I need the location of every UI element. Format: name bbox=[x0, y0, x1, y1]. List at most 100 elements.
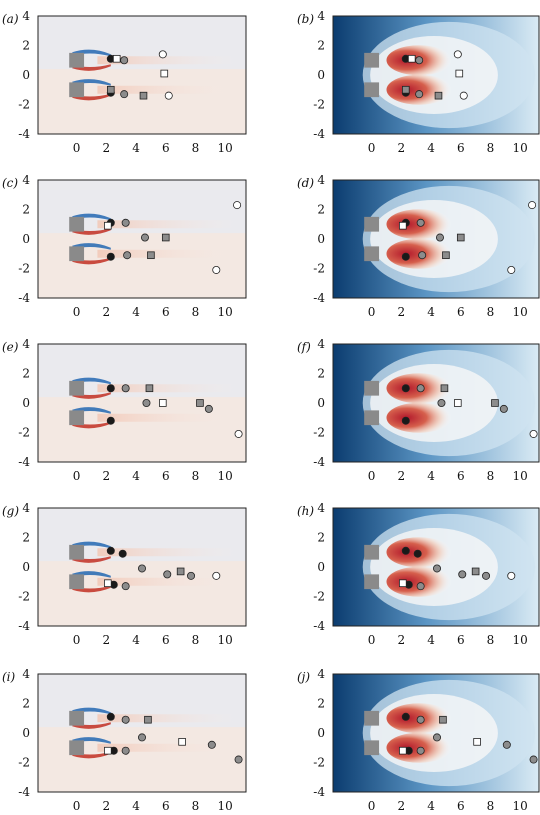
marker-circle bbox=[212, 265, 221, 274]
body-square bbox=[69, 574, 85, 590]
marker-square bbox=[104, 746, 112, 755]
marker-circle bbox=[435, 233, 444, 242]
y-tick-label: 0 bbox=[22, 726, 30, 740]
x-tick-label: 0 bbox=[368, 305, 376, 319]
x-tick-label: 0 bbox=[368, 633, 376, 647]
x-tick-label: 4 bbox=[427, 469, 435, 483]
panel-f: -4 -2 0 2 4 0 2 4 6 8 10 (f) bbox=[297, 337, 540, 483]
panel-label: (g) bbox=[2, 504, 19, 518]
x-tick-label: 10 bbox=[513, 633, 528, 647]
x-tick-label: 0 bbox=[73, 469, 81, 483]
body-square bbox=[364, 544, 380, 560]
x-tick-label: 4 bbox=[132, 469, 140, 483]
marker-circle bbox=[142, 398, 151, 407]
y-tick-label: -4 bbox=[18, 291, 30, 305]
y-tick-label: 4 bbox=[317, 501, 325, 515]
y-tick-label: -2 bbox=[313, 426, 325, 440]
y-tick-label: 4 bbox=[22, 337, 30, 351]
marker-square bbox=[491, 399, 499, 407]
field-background bbox=[38, 16, 246, 134]
panel-c: -4 -2 0 2 4 0 2 4 6 8 10 (c) bbox=[2, 173, 247, 319]
marker-square bbox=[439, 715, 447, 724]
marker-circle bbox=[499, 404, 508, 413]
marker-square bbox=[399, 579, 407, 588]
marker-circle bbox=[432, 564, 441, 573]
x-tick-label: 0 bbox=[73, 799, 81, 813]
body-square bbox=[364, 380, 380, 396]
x-tick-label: 6 bbox=[457, 633, 465, 647]
body-square bbox=[69, 410, 85, 426]
y-tick-label: -4 bbox=[18, 455, 30, 469]
panel-label: (f) bbox=[297, 340, 311, 354]
y-tick-label: 4 bbox=[317, 337, 325, 351]
y-tick-label: 4 bbox=[22, 173, 30, 187]
marker-square bbox=[399, 746, 407, 755]
marker-circle bbox=[121, 218, 130, 227]
marker-circle bbox=[140, 233, 149, 242]
body-square bbox=[364, 82, 380, 98]
marker-circle bbox=[123, 251, 132, 260]
field-background bbox=[38, 344, 246, 462]
y-tick-label: 0 bbox=[317, 726, 325, 740]
marker-square bbox=[442, 251, 450, 260]
marker-circle bbox=[437, 398, 446, 407]
marker-square bbox=[107, 85, 115, 94]
marker-circle bbox=[529, 755, 538, 764]
marker-circle bbox=[416, 582, 425, 591]
y-tick-label: 0 bbox=[22, 68, 30, 82]
x-tick-label: 8 bbox=[487, 305, 495, 319]
marker-square bbox=[158, 399, 167, 407]
marker-circle bbox=[416, 715, 425, 724]
marker-square bbox=[139, 91, 148, 100]
body-square bbox=[69, 82, 85, 98]
marker-circle bbox=[118, 549, 127, 558]
x-tick-label: 10 bbox=[218, 633, 233, 647]
panel-g: -4 -2 0 2 4 0 2 4 6 8 10 (g) bbox=[2, 501, 247, 647]
x-tick-label: 4 bbox=[427, 799, 435, 813]
marker-circle bbox=[507, 571, 516, 580]
marker-circle bbox=[106, 712, 115, 721]
x-tick-label: 4 bbox=[132, 799, 140, 813]
panel-frame bbox=[37, 179, 247, 299]
marker-circle bbox=[106, 384, 115, 393]
x-tick-label: 2 bbox=[103, 469, 111, 483]
y-tick-label: 2 bbox=[22, 203, 30, 217]
marker-circle bbox=[415, 56, 424, 65]
marker-circle bbox=[233, 201, 242, 210]
y-tick-label: 4 bbox=[22, 667, 30, 681]
marker-square bbox=[440, 384, 449, 393]
y-tick-label: -4 bbox=[18, 127, 30, 141]
marker-circle bbox=[453, 50, 462, 59]
x-tick-label: 0 bbox=[73, 305, 81, 319]
y-tick-label: 0 bbox=[317, 232, 325, 246]
x-tick-label: 4 bbox=[132, 633, 140, 647]
x-tick-label: 10 bbox=[513, 305, 528, 319]
body-square bbox=[69, 710, 85, 726]
x-tick-label: 2 bbox=[103, 305, 111, 319]
panel-frame bbox=[332, 343, 540, 463]
marker-circle bbox=[432, 733, 441, 742]
panel-frame bbox=[37, 15, 247, 135]
field-background bbox=[38, 674, 246, 792]
x-tick-label: 8 bbox=[192, 799, 200, 813]
marker-circle bbox=[415, 90, 424, 99]
panel-frame bbox=[332, 507, 540, 627]
y-tick-label: -4 bbox=[313, 619, 325, 633]
marker-circle bbox=[121, 384, 130, 393]
x-tick-label: 0 bbox=[368, 469, 376, 483]
marker-square bbox=[176, 567, 185, 576]
x-tick-label: 8 bbox=[487, 141, 495, 155]
x-tick-label: 2 bbox=[103, 633, 111, 647]
x-tick-label: 8 bbox=[487, 469, 495, 483]
y-tick-label: 2 bbox=[317, 697, 325, 711]
marker-square bbox=[145, 384, 154, 393]
marker-circle bbox=[234, 429, 243, 438]
body-square bbox=[69, 52, 85, 68]
y-tick-label: -4 bbox=[313, 127, 325, 141]
x-tick-label: 2 bbox=[398, 799, 406, 813]
marker-square bbox=[104, 221, 112, 230]
x-tick-label: 2 bbox=[398, 469, 406, 483]
y-tick-label: 4 bbox=[317, 667, 325, 681]
marker-square bbox=[407, 54, 416, 63]
x-tick-label: 0 bbox=[368, 799, 376, 813]
